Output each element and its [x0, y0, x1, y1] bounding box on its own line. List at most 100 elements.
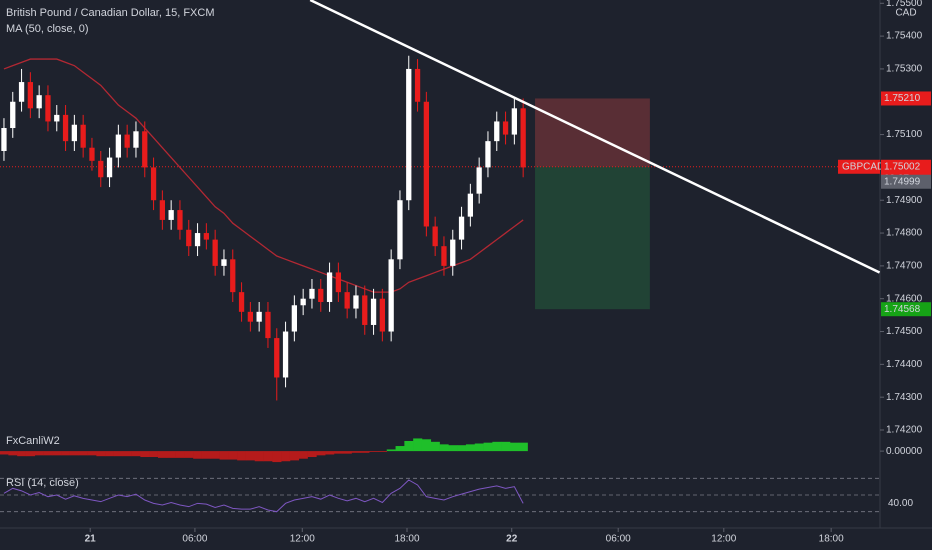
y-tick-label: 1.75400	[886, 31, 923, 42]
rsi-legend: RSI (14, close)	[6, 477, 79, 489]
symbol-label: GBPCAD	[842, 161, 884, 172]
oscillator-bar	[298, 451, 308, 459]
oscillator-bar	[245, 451, 256, 461]
oscillator-bar	[386, 449, 396, 452]
bid-box	[881, 174, 931, 189]
x-tick-label: 12:00	[711, 534, 736, 545]
candle-body	[27, 82, 33, 109]
oscillator-bar	[509, 442, 520, 452]
candle-body	[291, 305, 297, 332]
oscillator-tick-label: 0.00000	[886, 446, 923, 457]
candle-body	[62, 114, 69, 142]
oscillator-bar	[131, 451, 141, 457]
candle-body	[353, 295, 359, 309]
rsi-line	[3, 479, 524, 513]
oscillator-bar	[333, 451, 344, 454]
oscillator-bar	[184, 451, 194, 458]
x-tick-label: 12:00	[290, 534, 315, 545]
candle-body	[115, 134, 121, 158]
candle-body	[230, 259, 236, 293]
oscillator-bar	[8, 451, 18, 456]
stop-label: 1.75210	[884, 93, 921, 104]
target-zone	[535, 166, 650, 310]
candle-body	[10, 101, 16, 129]
candle-body	[18, 82, 25, 102]
oscillator-bar	[25, 451, 36, 457]
oscillator-bar	[360, 451, 370, 453]
oscillator-bar	[307, 451, 317, 458]
x-tick-label: 21	[85, 534, 97, 545]
oscillator-bar	[421, 439, 432, 452]
x-tick-label: 06:00	[606, 534, 631, 545]
candle-body	[71, 124, 77, 142]
oscillator-bar	[263, 451, 273, 462]
candle-body	[370, 298, 377, 325]
candle-body	[335, 272, 341, 293]
oscillator-bar	[69, 451, 80, 456]
candle-body	[194, 233, 201, 247]
x-tick-label: 18:00	[819, 534, 844, 545]
candle-body	[98, 160, 104, 178]
candle-body	[397, 200, 403, 260]
candle-body	[344, 292, 350, 309]
x-tick-label: 06:00	[182, 534, 207, 545]
candle-body	[150, 167, 157, 201]
candle-body	[309, 288, 315, 299]
x-tick-label: 22	[506, 534, 518, 545]
stop-label-box	[881, 91, 931, 106]
oscillator-bar	[272, 451, 282, 463]
y-tick-label: 1.74700	[886, 261, 923, 272]
last-price-label: 1.75002	[884, 161, 921, 172]
oscillator-bar	[342, 451, 352, 454]
y-tick-label: 1.74900	[886, 195, 923, 206]
oscillator-bar	[175, 451, 185, 458]
y-tick-label: 1.75100	[886, 129, 923, 140]
candle-body	[520, 108, 526, 168]
oscillator-bar	[254, 451, 264, 462]
oscillator-bar	[61, 451, 71, 456]
oscillator-bar	[237, 451, 247, 461]
candle-body	[177, 210, 183, 230]
ma-legend: MA (50, close, 0)	[6, 23, 89, 35]
candle-body	[89, 147, 95, 161]
candle-body	[476, 167, 482, 194]
oscillator-bar	[210, 451, 220, 459]
oscillator-bar	[351, 451, 361, 453]
ma-line	[3, 58, 524, 293]
y-tick-label: 1.75500	[886, 0, 923, 9]
candle-body	[300, 298, 306, 306]
candle-body	[414, 68, 421, 102]
candle-body	[318, 288, 324, 302]
oscillator-bar	[96, 451, 106, 457]
candle-body	[106, 157, 113, 178]
oscillator-bar	[122, 451, 132, 457]
candle-body	[274, 338, 280, 378]
candle-body	[485, 141, 491, 168]
oscillator-bar	[52, 451, 62, 456]
oscillator-bar	[457, 445, 467, 452]
y-tick-label: 1.74300	[886, 392, 923, 403]
candle-body	[379, 298, 385, 332]
oscillator-bar	[404, 440, 414, 452]
candle-body	[388, 259, 394, 332]
y-tick-label: 1.75300	[886, 64, 923, 75]
candle-body	[133, 131, 139, 148]
candle-body	[80, 124, 86, 148]
oscillator-bar	[219, 451, 229, 460]
oscillator-bar	[87, 451, 97, 456]
candle-body	[238, 292, 245, 312]
oscillator-bar	[281, 451, 291, 462]
rsi-value-label: 40.00	[888, 498, 913, 509]
candle-body	[168, 210, 174, 220]
candle-body	[265, 311, 271, 339]
oscillator-bar	[518, 442, 528, 452]
candle-body	[212, 239, 218, 266]
chart-title: British Pound / Canadian Dollar, 15, FXC…	[6, 7, 215, 19]
candle-body	[502, 121, 509, 135]
oscillator-bar	[430, 441, 440, 452]
oscillator-bar	[501, 441, 511, 452]
oscillator-bar	[157, 451, 168, 458]
